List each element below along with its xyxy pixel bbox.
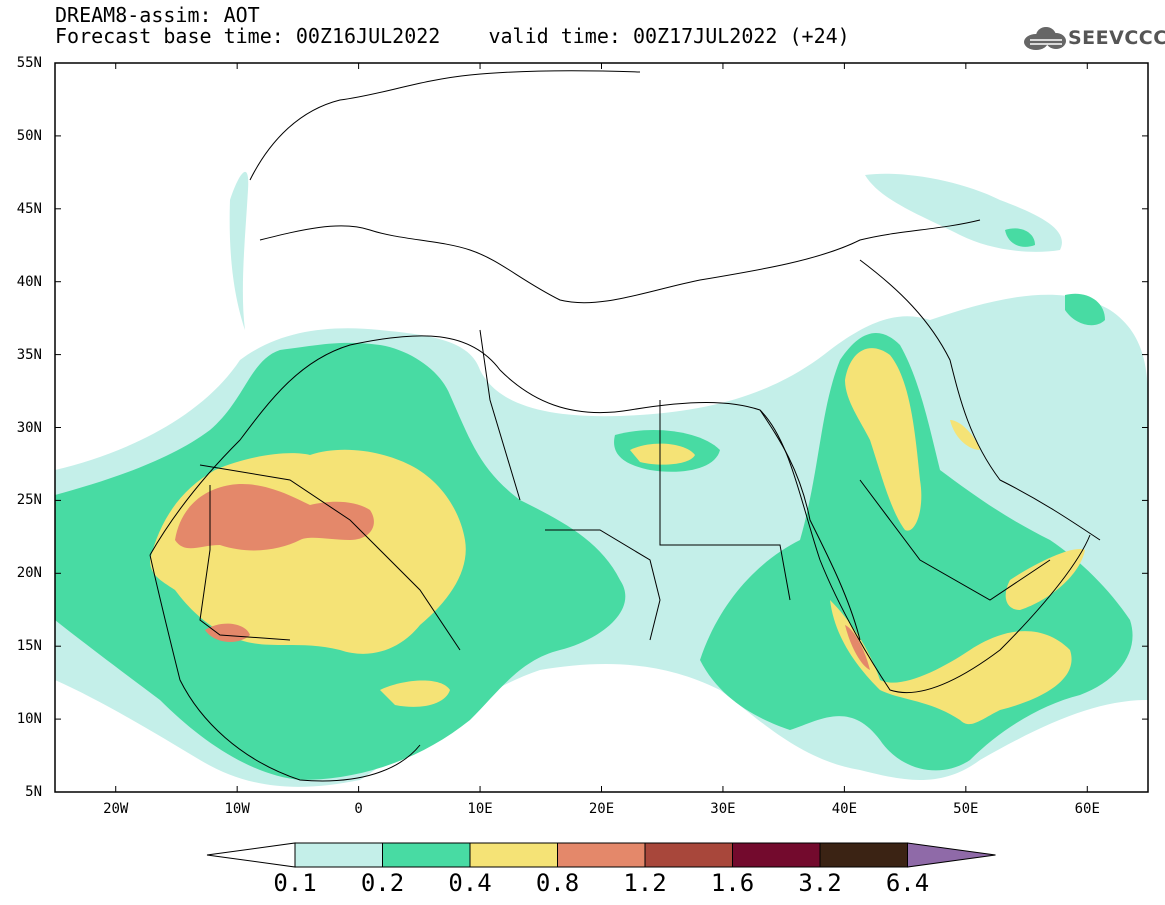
colorbar-under-arrow: [206, 842, 296, 868]
country-border: [479, 329, 521, 501]
coastline: [149, 335, 1091, 694]
country-border: [859, 479, 1051, 601]
colorbar-cell: [644, 842, 733, 868]
aot-band-01: [229, 171, 249, 330]
lon-tick-label: 10W: [224, 801, 250, 817]
aot-band-04: [1005, 549, 1085, 610]
aot-band-08: [845, 625, 870, 670]
coastline: [859, 259, 1101, 541]
colorbar-cell: [469, 842, 558, 868]
aot-band-04: [830, 600, 1072, 725]
colorbar-cell: [557, 842, 646, 868]
lon-tick-label: 60E: [1074, 801, 1100, 817]
lat-tick-label: 10N: [16, 711, 42, 728]
lon-tick-label: 10E: [467, 801, 493, 817]
lon-tick-label: 50E: [953, 801, 979, 817]
colorbar-level-label: 0.8: [535, 869, 580, 897]
lat-tick-label: 40N: [16, 273, 42, 290]
lat-tick-label: 15N: [16, 638, 42, 655]
colorbar-level-label: 1.2: [623, 869, 667, 897]
lat-tick-label: 55N: [16, 55, 42, 71]
lat-tick-label: 50N: [16, 127, 42, 144]
lat-tick-label: 30N: [16, 419, 42, 436]
aot-band-02: [1065, 293, 1105, 326]
lat-tick-label: 5N: [25, 784, 42, 800]
aot-band-04: [950, 420, 980, 450]
colorbar-cell: [819, 842, 908, 868]
colorbar-level-label: 0.1: [273, 869, 317, 897]
aot-band-08: [175, 484, 374, 551]
country-border: [545, 529, 661, 641]
country-border: [199, 485, 291, 641]
map-title: DREAM8-assim: AOT: [55, 3, 260, 27]
aot-contours: [55, 171, 1148, 787]
lon-tick-label: 20W: [103, 801, 129, 817]
lon-tick-label: 30E: [710, 801, 736, 817]
logo-text: SEEVCCC: [1068, 27, 1165, 49]
cloud-icon: [1024, 27, 1066, 50]
forecast-time-line: Forecast base time: 00Z16JUL2022 valid t…: [55, 24, 850, 48]
lon-tick-label: 0: [354, 801, 363, 817]
lat-tick-label: 45N: [16, 200, 42, 217]
axis-ticks: [55, 62, 1148, 793]
lat-tick-label: 20N: [16, 565, 42, 582]
colorbar-level-label: 0.4: [448, 869, 492, 897]
aot-band-04: [630, 443, 695, 465]
coastline: [759, 409, 861, 641]
lon-tick-label: 20E: [588, 801, 615, 817]
colorbar-level-label: 3.2: [798, 869, 842, 897]
country-border: [199, 464, 461, 651]
coastline: [149, 554, 421, 782]
colorbar-level-label: 6.4: [885, 869, 930, 897]
colorbar-cell: [732, 842, 821, 868]
coastline: [249, 70, 641, 181]
colorbar-cell: [382, 842, 471, 868]
aot-band-04: [380, 680, 450, 707]
coastline: [259, 219, 981, 304]
colorbar-cell: [294, 842, 383, 868]
aot-band-02: [1005, 228, 1035, 247]
aot-band-08: [205, 623, 250, 642]
borders: [149, 70, 1101, 782]
colorbar-level-label: 1.6: [710, 869, 755, 897]
colorbar-level-label: 0.2: [360, 869, 405, 897]
lat-tick-label: 25N: [16, 492, 42, 509]
aot-band-04: [845, 348, 922, 531]
colorbar-over-arrow: [907, 842, 996, 868]
lat-tick-label: 35N: [16, 346, 42, 363]
country-border: [659, 400, 791, 601]
lon-tick-label: 40E: [831, 801, 858, 817]
